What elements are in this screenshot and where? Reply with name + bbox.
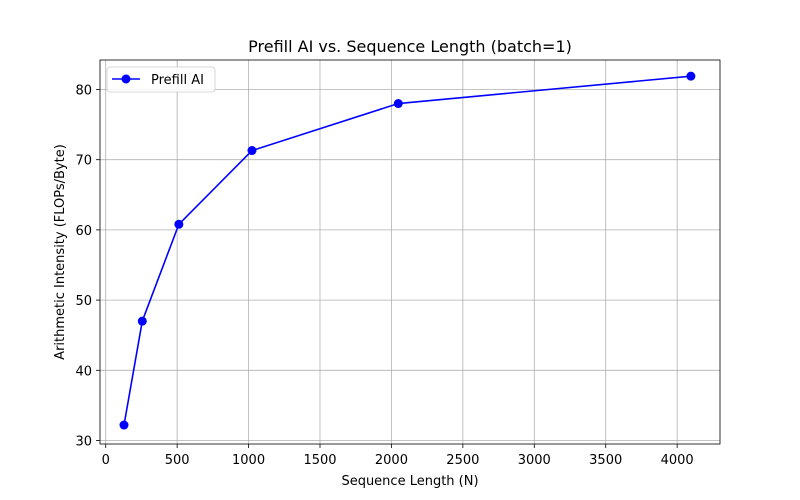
legend-box bbox=[106, 66, 216, 93]
data-point bbox=[137, 316, 147, 326]
x-axis-label: Sequence Length (N) bbox=[341, 474, 478, 489]
data-point bbox=[686, 71, 696, 81]
data-point bbox=[393, 99, 403, 109]
legend-label: Prefill AI bbox=[151, 73, 204, 88]
x-tick-label: 1000 bbox=[232, 453, 265, 468]
legend: Prefill AI bbox=[106, 66, 216, 93]
x-tick-label: 500 bbox=[165, 453, 190, 468]
x-tick-label: 4000 bbox=[661, 453, 694, 468]
x-tick-label: 0 bbox=[102, 453, 110, 468]
y-tick-label: 30 bbox=[75, 434, 92, 449]
y-tick-label: 50 bbox=[75, 294, 92, 309]
grid bbox=[100, 60, 720, 444]
y-axis: 30 40 50 60 70 80 bbox=[75, 83, 100, 449]
y-tick-label: 60 bbox=[75, 224, 92, 239]
data-point bbox=[174, 219, 184, 229]
legend-marker bbox=[121, 74, 131, 84]
plot-frame bbox=[99, 59, 721, 445]
data-point bbox=[119, 420, 129, 430]
y-axis-label: Arithmetic Intensity (FLOPs/Byte) bbox=[53, 144, 68, 360]
x-axis: 0 500 1000 1500 2000 2500 3000 3500 4000 bbox=[102, 444, 694, 468]
y-tick-label: 40 bbox=[75, 364, 92, 379]
x-tick-label: 2000 bbox=[375, 453, 408, 468]
chart-title: Prefill AI vs. Sequence Length (batch=1) bbox=[248, 37, 572, 56]
x-tick-label: 2500 bbox=[446, 453, 479, 468]
series-line bbox=[123, 75, 691, 426]
data-point bbox=[247, 146, 257, 156]
y-tick-label: 70 bbox=[75, 154, 92, 169]
x-tick-label: 1500 bbox=[303, 453, 336, 468]
x-tick-label: 3500 bbox=[589, 453, 622, 468]
y-tick-label: 80 bbox=[75, 83, 92, 98]
series-layer bbox=[119, 71, 696, 430]
x-tick-label: 3000 bbox=[518, 453, 551, 468]
